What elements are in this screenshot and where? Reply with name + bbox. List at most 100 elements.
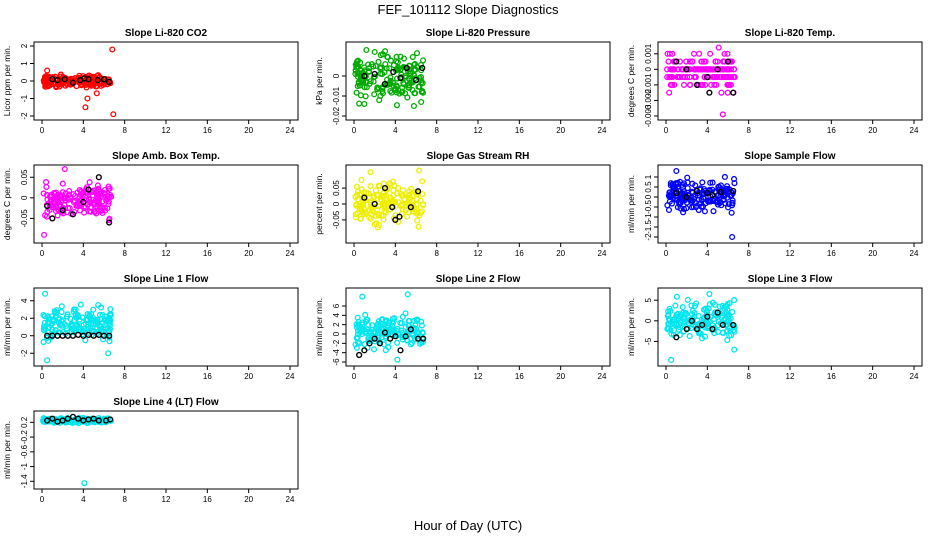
- data-point: [667, 308, 674, 315]
- data-point: [413, 50, 421, 57]
- data-point: [728, 209, 735, 216]
- x-tick-label: 12: [786, 126, 795, 135]
- data-point: [666, 89, 673, 96]
- data-point: [405, 194, 412, 201]
- x-tick-label: 16: [827, 126, 836, 135]
- data-point: [374, 321, 382, 328]
- chart-temp: Slope Li-820 Temp. degrees C per min. 0 4 8 1…: [626, 28, 923, 135]
- data-point: [405, 68, 412, 75]
- data-point-highlight: [673, 334, 680, 341]
- data-point: [681, 311, 688, 318]
- data-point: [43, 179, 50, 186]
- data-point-highlight: [371, 200, 378, 208]
- y-axis-label: degrees C per min.: [2, 168, 12, 240]
- data-point: [701, 208, 708, 215]
- data-point: [400, 55, 408, 62]
- x-tick-label: 8: [122, 372, 127, 381]
- y-tick-label: -0.2: [20, 430, 29, 444]
- data-point: [726, 300, 733, 307]
- data-point: [57, 71, 64, 78]
- x-tick-label: 4: [81, 495, 86, 504]
- x-tick-label: 12: [786, 372, 795, 381]
- data-point-highlight: [392, 333, 399, 340]
- data-point: [676, 178, 684, 185]
- data-point: [362, 93, 369, 100]
- data-point: [692, 300, 700, 307]
- data-point-highlight: [704, 313, 711, 320]
- data-point: [363, 78, 370, 85]
- y-tick-label: 0.5: [644, 181, 653, 193]
- y-tick-label: -0.002: [644, 89, 653, 112]
- data-point: [718, 202, 725, 209]
- data-point: [673, 293, 680, 300]
- data-point: [359, 319, 366, 326]
- data-point-highlight: [420, 335, 427, 342]
- data-point: [407, 341, 414, 348]
- data-point: [359, 293, 366, 300]
- data-point-highlight: [693, 81, 701, 88]
- data-point: [50, 318, 57, 325]
- data-point: [382, 317, 389, 324]
- x-tick-label: 0: [352, 249, 357, 258]
- data-point: [412, 207, 419, 214]
- data-point: [729, 200, 736, 207]
- data-point: [683, 58, 690, 65]
- data-point: [671, 81, 678, 88]
- y-tick-label: 4: [332, 313, 341, 318]
- data-point: [381, 192, 388, 199]
- data-point: [395, 184, 402, 192]
- data-point: [366, 214, 373, 221]
- data-point: [99, 198, 106, 205]
- x-tick-label: 24: [286, 372, 295, 381]
- chart-line3: Slope Line 3 Flow ml/min per min. 0 4 8 12 16 2…: [626, 274, 923, 381]
- data-point-highlight: [69, 79, 77, 86]
- y-axis-label: ml/min per min.: [2, 298, 12, 356]
- data-point: [368, 61, 375, 68]
- data-point: [671, 196, 678, 203]
- y-tick-label: -1: [20, 94, 29, 102]
- data-point-highlight: [64, 415, 71, 422]
- x-tick-label: 24: [598, 126, 607, 135]
- data-point: [665, 206, 672, 214]
- data-point: [728, 58, 735, 65]
- data-point: [418, 318, 425, 325]
- data-point-highlight: [704, 189, 711, 197]
- y-tick-label: 6: [332, 303, 341, 308]
- data-point: [407, 185, 415, 192]
- data-point: [86, 196, 93, 203]
- data-point: [105, 350, 112, 357]
- y-axis-label: ml/min per min.: [626, 175, 636, 233]
- data-point: [371, 73, 378, 80]
- data-point: [679, 66, 686, 73]
- data-point-highlight: [49, 215, 56, 222]
- data-point-highlight: [371, 70, 378, 78]
- x-tick-label: 16: [515, 372, 524, 381]
- data-point: [358, 206, 365, 213]
- data-point: [52, 208, 60, 215]
- data-point: [725, 66, 733, 73]
- data-point: [365, 61, 372, 68]
- y-axis-label: kPa per min.: [314, 57, 324, 105]
- y-axis-label: degrees C per min.: [626, 45, 636, 117]
- data-point: [44, 208, 51, 215]
- x-tick-label: 20: [556, 372, 565, 381]
- data-point: [387, 77, 394, 85]
- data-point: [56, 83, 63, 90]
- data-point: [419, 89, 427, 96]
- data-point-highlight: [75, 415, 82, 422]
- data-point: [41, 313, 48, 320]
- data-point: [86, 179, 93, 186]
- data-point: [353, 321, 360, 328]
- data-point: [729, 309, 736, 316]
- data-point: [40, 338, 47, 346]
- data-point: [357, 73, 364, 80]
- data-point: [367, 329, 374, 336]
- data-point: [58, 303, 65, 310]
- y-tick-label: 0: [332, 331, 341, 336]
- data-point-highlight: [361, 72, 368, 80]
- y-tick-label: -0.01: [332, 86, 341, 105]
- data-point: [107, 311, 114, 318]
- data-point: [404, 291, 411, 298]
- data-point: [402, 310, 409, 317]
- data-point: [666, 50, 673, 57]
